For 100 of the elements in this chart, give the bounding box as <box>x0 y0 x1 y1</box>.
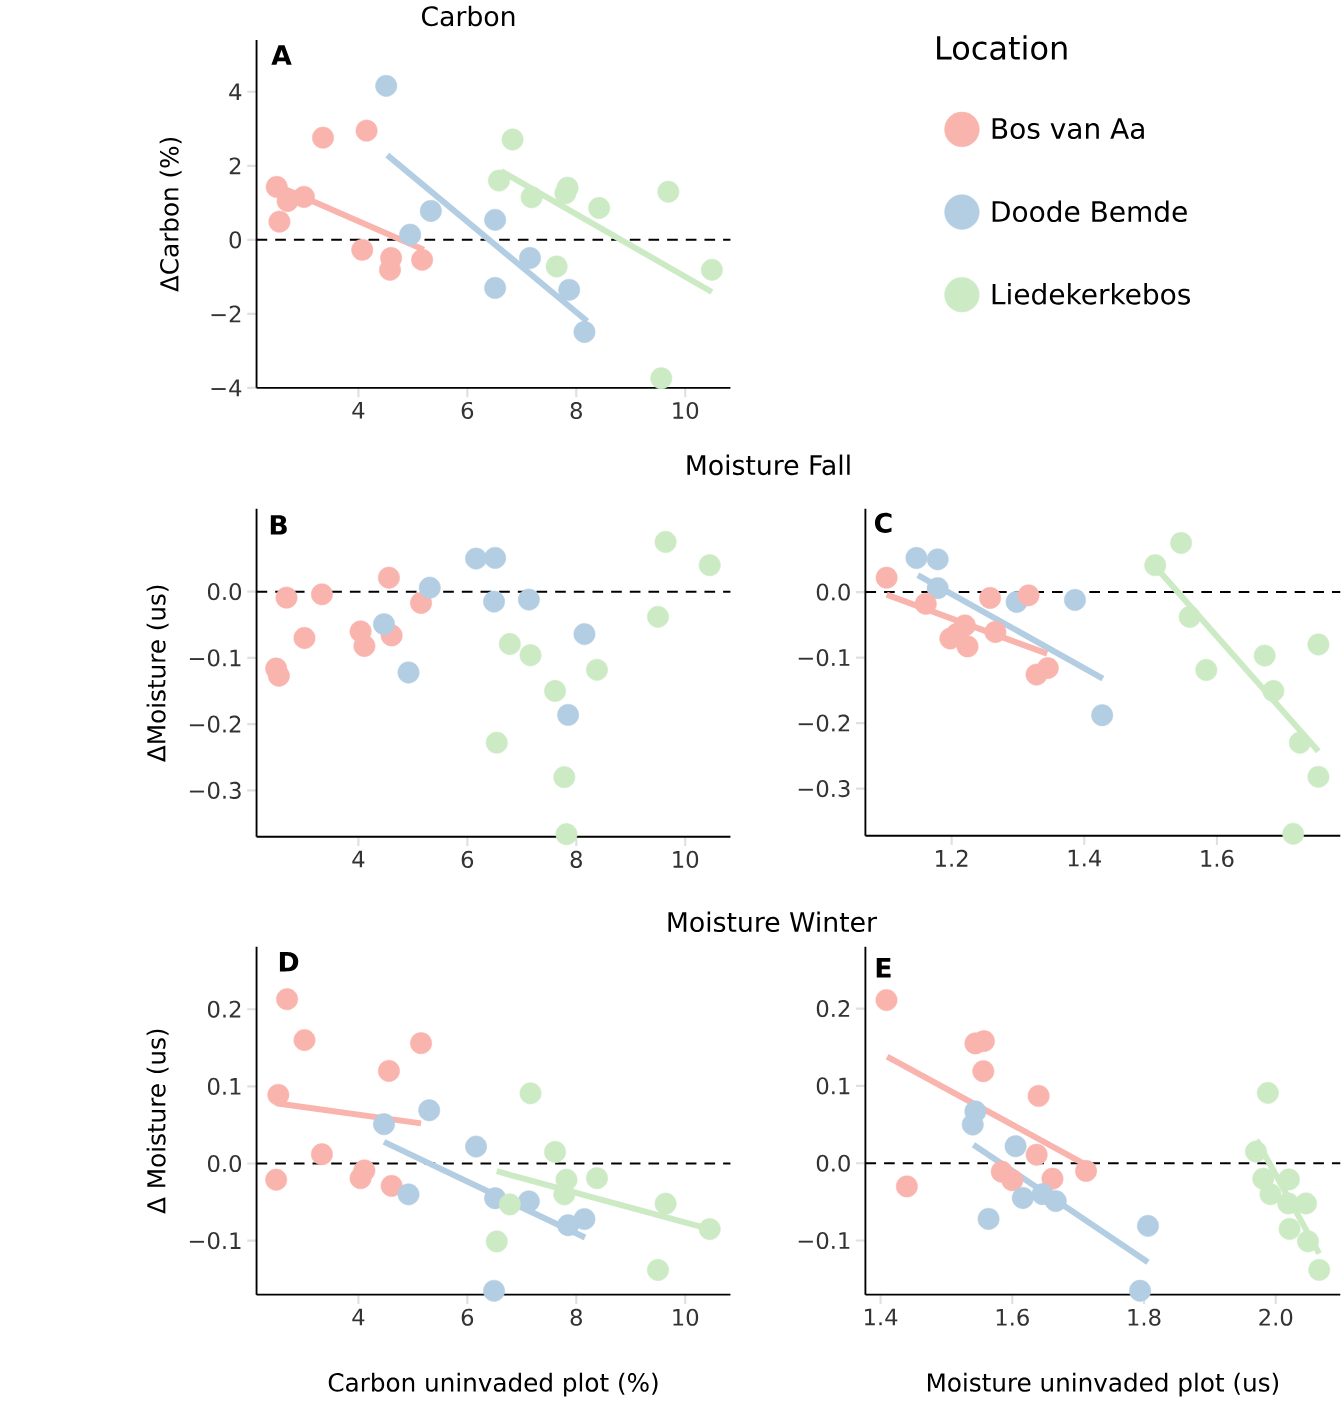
point <box>353 635 376 657</box>
point <box>518 247 541 269</box>
y-tick-label: 0.1 <box>816 1077 850 1095</box>
y-tick-label: 0.2 <box>207 1000 241 1018</box>
point <box>657 180 680 203</box>
point <box>419 200 442 222</box>
point <box>1288 731 1311 754</box>
point <box>520 186 543 209</box>
point <box>465 547 487 570</box>
point <box>418 1099 441 1122</box>
point <box>311 126 334 149</box>
point <box>1136 1214 1159 1237</box>
point <box>543 1141 566 1163</box>
y-tick-label: 0.0 <box>207 1154 241 1173</box>
y-tick-label: 0.2 <box>816 1000 849 1018</box>
point <box>875 566 898 589</box>
point <box>380 1174 403 1197</box>
point <box>484 277 506 299</box>
point <box>276 988 298 1011</box>
point <box>498 633 521 655</box>
point <box>1044 1190 1067 1213</box>
y-tick-label: 0.0 <box>207 583 241 601</box>
point <box>482 590 505 613</box>
x-tick-label: 2.0 <box>1259 1308 1293 1326</box>
point <box>498 1193 521 1216</box>
point <box>1262 680 1285 702</box>
point <box>1277 1168 1300 1191</box>
point <box>1144 554 1167 577</box>
y-tick-label: 4 <box>229 83 242 101</box>
point <box>585 1167 608 1190</box>
point <box>351 238 374 261</box>
point <box>1278 1218 1301 1240</box>
y-tick-label: 0.1 <box>207 1077 241 1095</box>
point <box>409 592 432 614</box>
point <box>293 1029 316 1052</box>
y-tick-label: 2 <box>229 157 241 175</box>
x-tick-label: 8 <box>570 850 582 868</box>
y-tick-label: −0.2 <box>189 715 241 733</box>
point <box>1256 1081 1279 1104</box>
point <box>553 766 576 789</box>
point <box>698 554 721 577</box>
point <box>543 680 566 702</box>
chart-title: Moisture Fall <box>687 454 850 476</box>
x-tick-label: 10 <box>673 1308 699 1326</box>
x-tick-label: 6 <box>461 850 473 868</box>
y-tick-label: −4 <box>211 379 242 397</box>
point <box>1091 704 1113 727</box>
point <box>573 623 596 645</box>
point <box>310 1143 333 1166</box>
point <box>585 658 608 681</box>
x-tick-label: 6 <box>461 401 473 420</box>
point <box>485 1230 508 1253</box>
point <box>372 613 395 636</box>
point <box>1041 1167 1064 1190</box>
y-tick-label: −0.3 <box>798 780 850 798</box>
point <box>1253 644 1276 667</box>
point <box>1063 588 1086 611</box>
x-tick-label: 1.8 <box>1128 1308 1161 1326</box>
point <box>1195 659 1218 681</box>
point <box>1001 1169 1024 1192</box>
point <box>646 605 669 628</box>
point <box>1296 1230 1319 1253</box>
point <box>275 586 298 609</box>
point <box>977 1207 1000 1230</box>
point <box>501 128 524 151</box>
point <box>1025 1143 1048 1166</box>
annotation: A <box>271 45 292 65</box>
point <box>355 119 378 142</box>
point <box>375 74 397 97</box>
point <box>654 1192 677 1215</box>
point <box>484 208 506 231</box>
y-axis-title: ΔMoisture (us) <box>146 585 169 762</box>
point <box>276 190 299 212</box>
point <box>979 587 1001 609</box>
point <box>517 588 540 611</box>
point <box>1282 822 1304 845</box>
x-tick-label: 8 <box>570 401 582 420</box>
point <box>1017 584 1040 607</box>
x-tick-label: 1.6 <box>1201 849 1234 867</box>
x-tick-label: 4 <box>352 1308 365 1326</box>
y-axis-title: ΔCarbon (%) <box>159 137 182 292</box>
y-tick-label: −0.1 <box>798 1231 850 1250</box>
point <box>418 576 441 599</box>
x-tick-label: 10 <box>673 850 699 868</box>
point <box>914 592 937 615</box>
point <box>698 1218 721 1241</box>
y-tick-label: −0.2 <box>798 714 849 732</box>
point <box>399 223 421 246</box>
point <box>895 1175 918 1198</box>
point <box>545 255 568 278</box>
point <box>953 614 976 637</box>
point <box>1294 1192 1317 1215</box>
point <box>310 583 333 606</box>
annotation: C <box>874 512 892 533</box>
point <box>905 547 928 569</box>
point <box>485 731 508 754</box>
x-tick-label: 1.4 <box>1068 849 1101 867</box>
point <box>1129 1279 1151 1302</box>
point <box>267 1083 290 1106</box>
point <box>1307 765 1330 788</box>
